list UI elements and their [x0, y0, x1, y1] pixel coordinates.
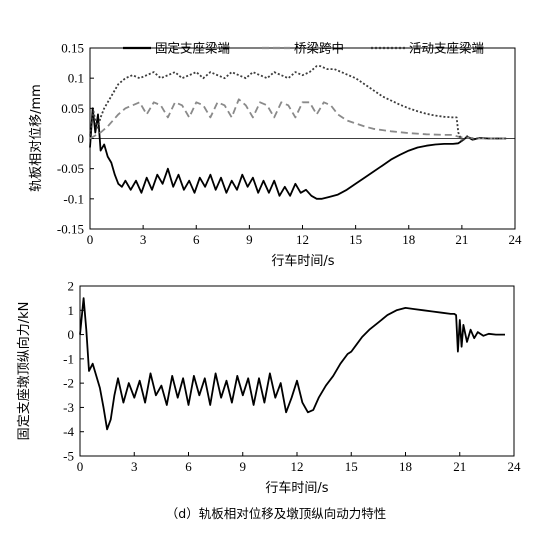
y-tick-label: -0.1 — [63, 191, 84, 206]
x-tick-label: 6 — [185, 459, 192, 474]
legend-label-movable-end: 活动支座梁端 — [409, 41, 484, 56]
y-tick-label: 0 — [78, 131, 85, 146]
y-tick-label: -3 — [63, 400, 74, 415]
x-tick-label: 18 — [399, 459, 412, 474]
x-axis-label: 行车时间/s — [271, 253, 334, 269]
y-tick-label: 1 — [68, 303, 75, 318]
y-tick-label: -5 — [63, 449, 74, 464]
x-tick-label: 0 — [77, 459, 84, 474]
x-tick-label: 0 — [87, 232, 94, 247]
y-tick-label: -1 — [63, 351, 74, 366]
x-tick-label: 12 — [296, 232, 309, 247]
legend-label-midspan: 桥梁跨中 — [294, 41, 344, 56]
x-axis-label: 行车时间/s — [265, 480, 328, 496]
series-line-1 — [79, 297, 505, 431]
x-tick-label: 24 — [508, 459, 522, 474]
series-lines — [79, 297, 505, 431]
y-tick-label: 0.1 — [68, 71, 84, 86]
y-tick-label: -0.05 — [57, 161, 84, 176]
x-tick-label: 21 — [455, 232, 468, 247]
y-tick-label: 0.15 — [61, 41, 84, 56]
series-line-1 — [89, 107, 507, 200]
y-axis-label: 轨板相对位移/mm — [29, 84, 44, 192]
x-tick-label: 15 — [345, 459, 358, 474]
y-tick-label: 2 — [68, 279, 75, 294]
y-tick-label: 0 — [68, 327, 75, 342]
x-tick-label: 21 — [453, 459, 466, 474]
series-lines — [89, 65, 507, 200]
x-tick-label: 15 — [349, 232, 362, 247]
x-tick-label: 6 — [193, 232, 200, 247]
x-tick-label: 3 — [140, 232, 147, 247]
legend: 固定支座梁端 桥梁跨中 活动支座梁端 — [123, 41, 484, 56]
x-tick-label: 9 — [240, 459, 247, 474]
x-tick-label: 24 — [509, 232, 523, 247]
axis-ticks: 0 3 6 9 12 15 18 21 24 0.15 0.1 0.05 0 -0.05 -0.1 -0.15 — [57, 41, 522, 248]
x-tick-label: 3 — [131, 459, 138, 474]
y-tick-label: 0.05 — [61, 101, 84, 116]
x-tick-label: 18 — [402, 232, 415, 247]
series-line-2 — [89, 98, 507, 140]
y-axis-label: 固定支座墩顶纵向力/kN — [16, 302, 32, 441]
plot-area-frame — [79, 285, 515, 457]
y-tick-label: -2 — [63, 376, 74, 391]
x-tick-label: 12 — [291, 459, 304, 474]
figure-caption: （d）轨板相对位移及墩顶纵向动力特性 — [166, 506, 386, 521]
chart-relative-displacement: 0 3 6 9 12 15 18 21 24 0.15 0.1 0.05 0 -0.05 -0.1 -0.15… — [29, 41, 522, 270]
x-tick-label: 9 — [246, 232, 253, 247]
legend-label-fixed-end: 固定支座梁端 — [155, 41, 230, 56]
y-tick-label: -4 — [63, 424, 74, 439]
y-tick-label: -0.15 — [57, 222, 84, 237]
